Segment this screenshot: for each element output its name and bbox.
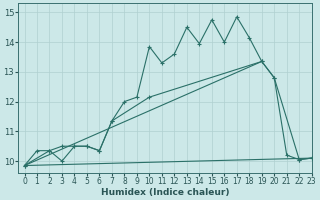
X-axis label: Humidex (Indice chaleur): Humidex (Indice chaleur) — [101, 188, 229, 197]
